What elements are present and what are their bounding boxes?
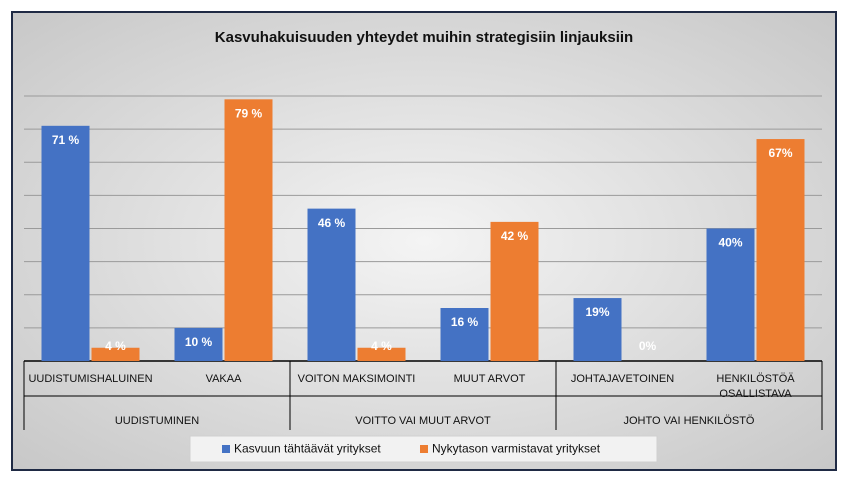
x-tick-label: JOHTAJAVETOINEN — [571, 373, 674, 385]
bar — [490, 221, 539, 361]
group-label: UUDISTUMINEN — [115, 415, 199, 427]
x-tick-label: VOITON MAKSIMOINTI — [298, 373, 416, 385]
data-label: 19% — [585, 305, 609, 319]
group-label: VOITTO VAI MUUT ARVOT — [355, 415, 491, 427]
data-label: 46 % — [318, 216, 346, 230]
x-tick-label: MUUT ARVOT — [454, 373, 526, 385]
bar — [224, 99, 273, 361]
bar — [41, 125, 90, 361]
data-label: 42 % — [501, 229, 529, 243]
bar — [756, 139, 805, 361]
bar — [440, 308, 489, 361]
x-tick-label: HENKILÖSTÖÄ OSALLISTAVA — [716, 373, 795, 400]
legend-label: Kasvuun tähtäävät yritykset — [234, 442, 381, 456]
bar — [174, 327, 223, 361]
data-label: 79 % — [235, 106, 263, 120]
data-label: 4 % — [371, 339, 392, 353]
legend-box — [189, 435, 658, 463]
chart-title: Kasvuhakuisuuden yhteydet muihin strateg… — [215, 29, 633, 46]
data-label: 40% — [718, 236, 742, 250]
data-label: 71 % — [52, 133, 80, 147]
x-tick-label: VAKAA — [206, 373, 243, 385]
data-label: 10 % — [185, 335, 213, 349]
chart-frame — [11, 11, 837, 471]
legend-swatch — [420, 445, 428, 453]
x-tick-label: UUDISTUMISHALUINEN — [28, 373, 152, 385]
group-label: JOHTO VAI HENKILÖSTÖ — [623, 415, 754, 427]
data-label: 4 % — [105, 339, 126, 353]
data-label: 0% — [639, 339, 657, 353]
data-label: 16 % — [451, 315, 479, 329]
data-label: 67% — [768, 146, 792, 160]
bar — [91, 347, 140, 361]
bar — [573, 298, 622, 361]
bar — [706, 228, 755, 361]
bar — [307, 208, 356, 361]
legend-swatch — [222, 445, 230, 453]
bar — [357, 347, 406, 361]
legend-label: Nykytason varmistavat yritykset — [432, 442, 601, 456]
